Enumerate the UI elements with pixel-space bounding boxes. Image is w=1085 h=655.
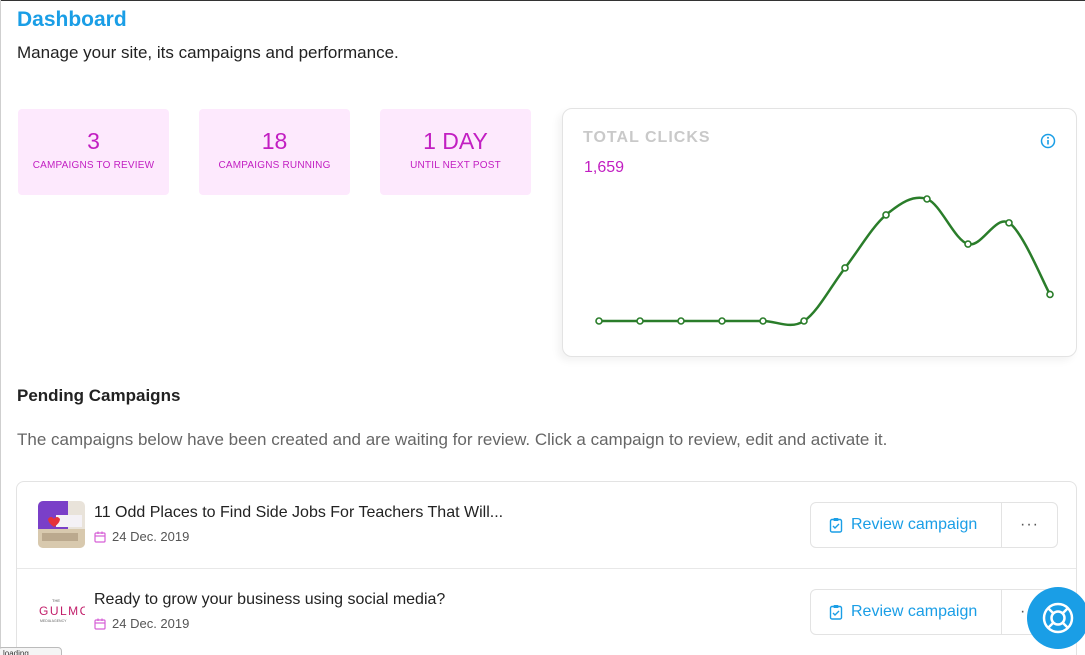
stat-label: CAMPAIGNS RUNNING	[218, 160, 331, 171]
more-options-button[interactable]: ···	[1020, 516, 1039, 533]
campaign-title[interactable]: 11 Odd Places to Find Side Jobs For Teac…	[94, 504, 504, 521]
campaign-row[interactable]: 11 Odd Places to Find Side Jobs For Teac…	[17, 482, 1076, 569]
clicks-point	[1046, 290, 1054, 299]
calendar-icon	[94, 618, 106, 630]
stat-value: 1 DAY	[423, 128, 488, 154]
clicks-point	[636, 317, 644, 325]
campaign-title[interactable]: Ready to grow your business using social…	[94, 591, 446, 608]
campaign-date-text: 24 Dec. 2019	[112, 529, 190, 544]
pending-campaigns-title: Pending Campaigns	[17, 386, 181, 405]
stat-card-campaigns-running: 18 CAMPAIGNS RUNNING	[199, 109, 350, 195]
info-icon[interactable]	[1040, 133, 1056, 149]
page-subtitle: Manage your site, its campaigns and perf…	[17, 43, 399, 62]
clipboard-check-icon	[829, 605, 843, 620]
clicks-point	[595, 317, 603, 325]
campaign-actions: Review campaign ···	[810, 589, 1058, 635]
review-campaign-label: Review campaign	[851, 603, 978, 620]
clicks-point	[800, 317, 808, 325]
clicks-point	[677, 317, 685, 325]
total-clicks-value: 1,659	[584, 159, 625, 176]
campaign-thumbnail	[38, 501, 85, 548]
window-left-border	[0, 0, 1, 655]
clicks-point	[964, 240, 972, 248]
clicks-point	[841, 264, 849, 272]
pending-campaigns-description: The campaigns below have been created an…	[17, 430, 888, 449]
page-title: Dashboard	[17, 8, 127, 31]
calendar-icon	[94, 531, 106, 543]
svg-text:THE: THE	[52, 598, 60, 603]
campaign-logo: THE GULMC MEDIA AGENCY	[38, 588, 85, 635]
stat-value: 3	[87, 128, 100, 154]
total-clicks-card: TOTAL CLICKS 1,659	[562, 108, 1077, 357]
total-clicks-title: TOTAL CLICKS	[583, 129, 711, 146]
clicks-line	[599, 196, 1052, 327]
stat-card-until-next-post: 1 DAY UNTIL NEXT POST	[380, 109, 531, 195]
stat-card-campaigns-to-review: 3 CAMPAIGNS TO REVIEW	[18, 109, 169, 195]
review-campaign-button[interactable]: Review campaign	[811, 503, 1002, 547]
pending-campaign-list: 11 Odd Places to Find Side Jobs For Teac…	[16, 481, 1077, 655]
window-top-border	[0, 0, 1085, 1]
campaign-row[interactable]: THE GULMC MEDIA AGENCY Ready to grow you…	[17, 569, 1076, 655]
logo-text: GULMC	[39, 604, 85, 618]
clipboard-check-icon	[829, 518, 843, 533]
campaign-date: 24 Dec. 2019	[94, 529, 189, 544]
campaign-date-text: 24 Dec. 2019	[112, 616, 190, 631]
stat-value: 18	[261, 128, 288, 154]
clicks-point	[759, 317, 767, 325]
clicks-point	[882, 211, 890, 219]
stat-label: UNTIL NEXT POST	[410, 160, 501, 171]
help-lifebuoy-button[interactable]	[1027, 587, 1085, 649]
campaign-actions: Review campaign ···	[810, 502, 1058, 548]
clicks-point	[1005, 219, 1013, 227]
clicks-point	[923, 195, 931, 203]
lifebuoy-icon	[1042, 602, 1074, 634]
review-campaign-label: Review campaign	[851, 516, 978, 533]
total-clicks-chart	[595, 195, 1054, 327]
status-bar-tooltip: loading...	[0, 647, 62, 655]
svg-text:MEDIA AGENCY: MEDIA AGENCY	[40, 619, 67, 623]
stat-label: CAMPAIGNS TO REVIEW	[32, 160, 155, 171]
clicks-point	[718, 317, 726, 325]
campaign-date: 24 Dec. 2019	[94, 616, 189, 631]
review-campaign-button[interactable]: Review campaign	[811, 590, 1002, 634]
